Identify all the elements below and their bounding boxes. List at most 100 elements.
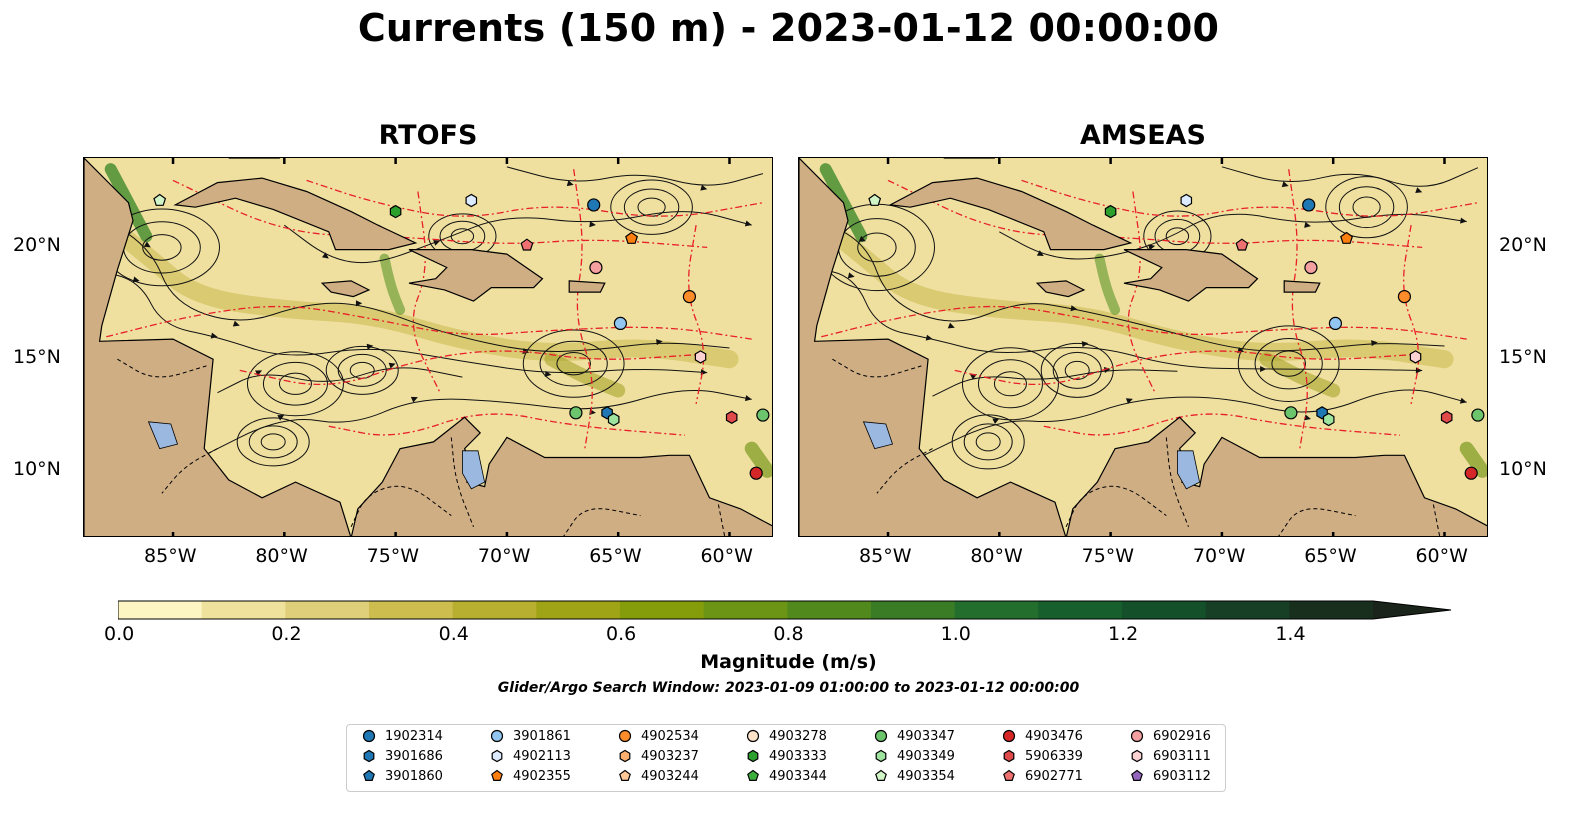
current-streamline <box>809 266 1423 371</box>
legend-marker-6902916[interactable] <box>1130 729 1144 743</box>
lon-tick-label: 65°W <box>1304 545 1357 567</box>
legend-marker-4903237[interactable] <box>619 749 631 763</box>
float-marker-4902534[interactable] <box>682 289 697 304</box>
legend-marker-4903244[interactable] <box>619 769 631 781</box>
float-marker-4903347[interactable] <box>1284 406 1298 420</box>
float-marker-4903347[interactable] <box>756 408 770 422</box>
float-marker-5906339[interactable] <box>1440 410 1453 424</box>
float-marker-4902355[interactable] <box>625 231 639 244</box>
legend-label: 4902534 <box>641 728 699 744</box>
legend-marker-4903354[interactable] <box>875 769 887 781</box>
legend-marker-4903349[interactable] <box>875 749 887 763</box>
colorbar-segment <box>118 601 203 619</box>
legend-marker-6902771[interactable] <box>1003 769 1015 781</box>
streamline-arrow <box>700 184 708 191</box>
legend-marker-icon <box>491 769 503 781</box>
float-marker-3901861[interactable] <box>613 316 628 331</box>
current-streamline <box>910 389 1467 463</box>
float-marker-3901861[interactable] <box>1328 316 1343 331</box>
legend-marker-4902113[interactable] <box>491 749 503 763</box>
colorbar-segment <box>1205 601 1290 619</box>
float-marker-1902314[interactable] <box>587 198 601 212</box>
float-marker-4902355[interactable] <box>1340 231 1354 244</box>
float-marker-4903333[interactable] <box>389 204 402 219</box>
legend-entry: 6902771 <box>1001 767 1083 785</box>
red-dashdot-contour <box>821 305 1467 340</box>
float-marker-6902916[interactable] <box>1304 260 1318 275</box>
float-marker-4902113[interactable] <box>465 193 478 208</box>
legend-marker-6903111[interactable] <box>1131 749 1143 763</box>
legend-marker-4903344[interactable] <box>747 769 759 781</box>
float-marker-6902771[interactable] <box>520 238 534 251</box>
legend-marker-4903278[interactable] <box>746 729 760 743</box>
rtofs-map[interactable] <box>83 157 773 537</box>
streamline-arrow <box>522 348 530 355</box>
float-marker-4903354[interactable] <box>868 193 882 206</box>
eddy-streamline <box>1271 350 1306 377</box>
float-marker-4903354[interactable] <box>153 193 167 206</box>
streamline-arrow <box>132 276 140 283</box>
eddy-streamline <box>556 351 591 376</box>
land-polygon <box>799 158 1067 536</box>
float-marker-6902916[interactable] <box>589 260 603 275</box>
amseas-map[interactable] <box>798 157 1488 537</box>
legend-marker-3901860[interactable] <box>363 769 375 781</box>
legend-marker-3901686[interactable] <box>363 749 375 763</box>
float-marker-4903476[interactable] <box>749 466 763 480</box>
eddy-streamline <box>1064 360 1090 380</box>
red-dashdot-contour <box>172 179 708 249</box>
legend-entry: 4903278 <box>745 727 827 745</box>
eddy-streamline <box>857 232 897 263</box>
eddy-streamline <box>337 353 387 387</box>
land-polygon <box>84 158 352 536</box>
float-marker-4902534[interactable] <box>1397 289 1412 304</box>
current-streamline <box>195 389 752 461</box>
legend-marker-icon <box>747 749 759 763</box>
legend-marker-6903112[interactable] <box>1131 769 1143 781</box>
legend-marker-4903333[interactable] <box>747 749 759 763</box>
float-marker-4903333[interactable] <box>1104 204 1117 219</box>
float-marker-6903111[interactable] <box>694 350 707 364</box>
lat-tick-label-left: 10°N <box>13 457 61 480</box>
streamline-arrow <box>255 370 263 376</box>
float-marker-5906339[interactable] <box>725 410 738 424</box>
legend-marker-4902534[interactable] <box>618 729 632 743</box>
float-marker-4903347[interactable] <box>569 406 583 420</box>
streamline-arrow <box>1460 217 1467 224</box>
float-marker-4902113[interactable] <box>1180 193 1193 208</box>
colorbar-tick-label: 1.0 <box>940 623 971 645</box>
legend-label: 4903476 <box>1025 728 1083 744</box>
float-marker-4903349[interactable] <box>1322 412 1335 427</box>
legend-marker-3901861[interactable] <box>490 729 504 743</box>
legend-marker-4903476[interactable] <box>1002 729 1016 743</box>
legend-label: 6902771 <box>1025 768 1083 784</box>
float-marker-4903476[interactable] <box>1464 466 1478 480</box>
current-streamline <box>999 213 1467 260</box>
lon-tick-label: 85°W <box>144 545 197 567</box>
float-marker-1902314[interactable] <box>1302 198 1316 212</box>
float-marker-6903111[interactable] <box>1409 350 1422 364</box>
legend-marker-5906339[interactable] <box>1003 749 1015 763</box>
legend-marker-1902314[interactable] <box>362 729 376 743</box>
rtofs-map-canvas <box>84 158 772 536</box>
colorbar-tick-label: 0.0 <box>104 623 135 645</box>
legend-marker-4903347[interactable] <box>874 729 888 743</box>
colorbar-tick-label: 1.4 <box>1275 623 1306 645</box>
legend-marker-4902355[interactable] <box>491 769 503 781</box>
float-marker-4903347[interactable] <box>1471 408 1485 422</box>
current-core-band <box>819 163 868 243</box>
float-marker-4903349[interactable] <box>607 412 620 427</box>
streamline-arrow <box>947 322 955 329</box>
streamline-arrow <box>410 396 418 403</box>
streamline-arrow <box>1371 340 1378 347</box>
lon-tick-label: 85°W <box>859 545 912 567</box>
country-border <box>717 504 726 536</box>
streamline-arrow <box>1070 305 1078 312</box>
lon-tick-label: 65°W <box>589 545 642 567</box>
legend-label: 3901686 <box>385 748 443 764</box>
streamline-arrow <box>355 300 363 307</box>
panel-title-amseas: AMSEAS <box>1080 120 1206 151</box>
current-core-band <box>744 441 772 478</box>
red-dashdot-contour <box>573 169 593 449</box>
float-marker-6902771[interactable] <box>1235 238 1249 251</box>
